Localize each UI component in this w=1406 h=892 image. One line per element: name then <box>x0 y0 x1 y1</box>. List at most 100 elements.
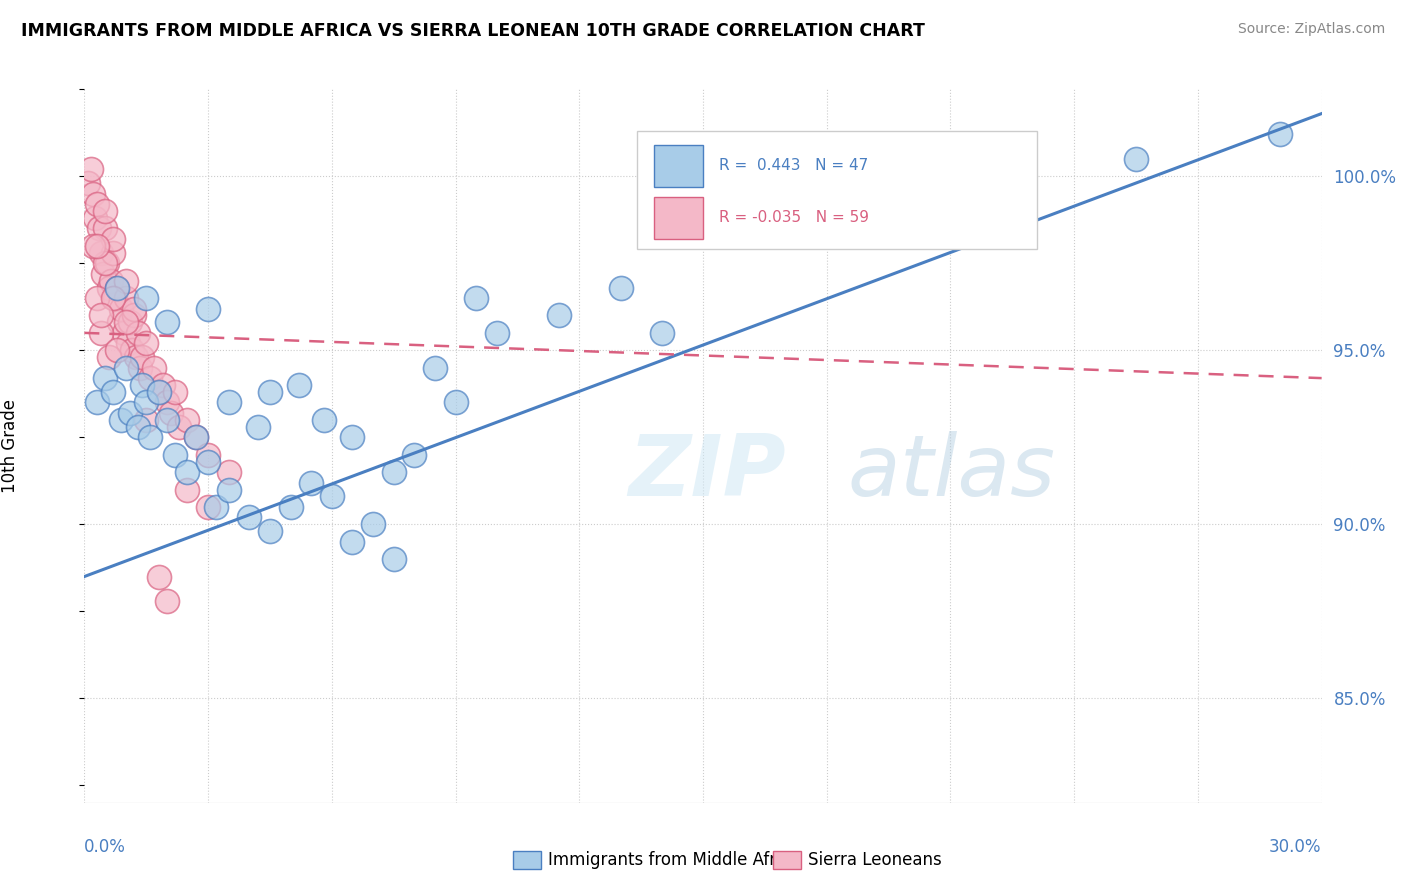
Point <box>148 569 170 583</box>
Point <box>105 280 128 294</box>
Text: Immigrants from Middle Africa: Immigrants from Middle Africa <box>548 851 800 869</box>
Point <box>299 475 322 490</box>
Point <box>280 500 302 514</box>
Point <box>87 221 110 235</box>
Text: atlas: atlas <box>848 431 1056 514</box>
Point <box>609 280 631 294</box>
Bar <box>654 197 703 239</box>
Point <box>98 350 121 364</box>
Point <box>104 291 127 305</box>
Text: Sierra Leoneans: Sierra Leoneans <box>808 851 942 869</box>
Point <box>651 326 673 340</box>
Point <box>259 385 281 400</box>
Point <box>547 309 569 323</box>
Point <box>91 267 114 281</box>
Point <box>197 301 219 316</box>
Point <box>197 448 219 462</box>
Point <box>121 343 143 358</box>
Text: 10th Grade: 10th Grade <box>1 399 20 493</box>
Point <box>103 385 125 400</box>
Point <box>156 395 179 409</box>
Text: R = -0.035   N = 59: R = -0.035 N = 59 <box>720 211 869 226</box>
Point <box>288 378 311 392</box>
Point <box>167 420 190 434</box>
Point <box>94 204 117 219</box>
Point <box>148 385 170 400</box>
Point <box>135 291 157 305</box>
Point <box>96 256 118 270</box>
Point <box>122 309 145 323</box>
Point <box>342 534 364 549</box>
Text: 30.0%: 30.0% <box>1270 838 1322 855</box>
Point <box>86 395 108 409</box>
Bar <box>654 145 703 186</box>
Point <box>129 360 152 375</box>
Point <box>135 395 157 409</box>
Point <box>117 336 139 351</box>
Point <box>125 350 148 364</box>
Point <box>105 343 128 358</box>
Point <box>135 413 157 427</box>
Point <box>1270 128 1292 142</box>
Point <box>184 430 207 444</box>
Point <box>79 162 101 177</box>
Point <box>361 517 384 532</box>
Point <box>86 197 108 211</box>
Point <box>90 309 112 323</box>
Point <box>423 360 446 375</box>
Point <box>156 413 179 427</box>
Point <box>312 413 335 427</box>
Point <box>114 360 136 375</box>
Point <box>218 483 240 497</box>
Point <box>110 301 132 316</box>
Point <box>205 500 228 514</box>
Point <box>160 406 183 420</box>
Point <box>485 326 508 340</box>
Point <box>103 291 125 305</box>
Point <box>139 430 162 444</box>
Point <box>148 385 170 400</box>
Point <box>114 291 136 305</box>
Point <box>218 395 240 409</box>
Point <box>90 245 112 260</box>
Point <box>176 483 198 497</box>
Point <box>94 221 117 235</box>
Point <box>238 510 260 524</box>
Point <box>156 594 179 608</box>
Point <box>114 315 136 329</box>
Point <box>108 315 131 329</box>
Point <box>114 274 136 288</box>
Point <box>465 291 488 305</box>
Point <box>105 280 128 294</box>
Point <box>90 326 112 340</box>
Point <box>94 371 117 385</box>
Point <box>382 552 405 566</box>
Point <box>156 315 179 329</box>
Point <box>127 420 149 434</box>
Point <box>127 326 149 340</box>
Point <box>1125 152 1147 166</box>
Point <box>103 232 125 246</box>
Point <box>197 500 219 514</box>
Point <box>131 378 153 392</box>
Point <box>98 280 121 294</box>
Point <box>246 420 269 434</box>
Point <box>176 413 198 427</box>
Point <box>118 406 141 420</box>
Point <box>131 350 153 364</box>
Text: IMMIGRANTS FROM MIDDLE AFRICA VS SIERRA LEONEAN 10TH GRADE CORRELATION CHART: IMMIGRANTS FROM MIDDLE AFRICA VS SIERRA … <box>21 22 925 40</box>
FancyBboxPatch shape <box>637 131 1038 250</box>
Point <box>94 256 117 270</box>
Point <box>100 274 122 288</box>
Point <box>382 465 405 479</box>
Point <box>184 430 207 444</box>
Point <box>165 385 187 400</box>
Point <box>135 336 157 351</box>
Point <box>259 524 281 539</box>
Point <box>444 395 467 409</box>
Point <box>152 378 174 392</box>
Point <box>122 301 145 316</box>
Point <box>86 239 108 253</box>
Point <box>404 448 426 462</box>
Point <box>86 291 108 305</box>
